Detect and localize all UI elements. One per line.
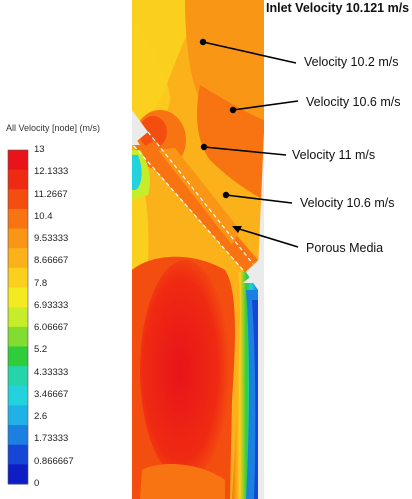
color-legend-bar — [7, 149, 29, 485]
legend-tick-label: 6.93333 — [34, 299, 69, 311]
inlet-velocity-heading: Inlet Velocity 10.121 m/s — [266, 1, 410, 15]
legend-swatch — [8, 405, 28, 426]
legend-tick-label: 6.06667 — [34, 322, 69, 334]
leader-dot-4 — [222, 191, 230, 199]
leader-line-2 — [232, 100, 299, 111]
legend-swatch — [8, 208, 28, 230]
callout-porous-media: Porous Media — [306, 241, 384, 255]
legend-tick-label: 11.2667 — [34, 188, 68, 200]
legend-swatch — [8, 267, 28, 289]
leader-lines — [199, 38, 299, 248]
legend-tick-label: 12.1333 — [34, 166, 69, 178]
leader-line-4 — [225, 194, 293, 204]
legend-tick-label: 9.53333 — [34, 233, 69, 245]
porous-media-zone — [133, 131, 254, 271]
legend-frame — [7, 149, 29, 485]
legend-swatch — [8, 169, 28, 190]
legend-swatch — [8, 366, 28, 387]
flow-channel — [132, 0, 264, 499]
legend-swatch — [8, 326, 28, 347]
leader-dot-3 — [200, 143, 208, 151]
leader-arrowhead-5 — [232, 226, 242, 233]
legend-swatch — [8, 464, 28, 485]
legend-swatch — [8, 189, 28, 210]
legend-tick-label: 10.4 — [34, 210, 53, 222]
callout-velocity-1: Velocity 10.2 m/s — [304, 55, 399, 69]
legend-swatch — [8, 307, 28, 328]
left-obstruction — [132, 110, 148, 145]
legend-tick-label: 0 — [34, 478, 40, 489]
leader-line-5 — [235, 227, 299, 248]
legend-tick-label: 3.46667 — [34, 388, 69, 400]
legend-swatch — [8, 287, 28, 308]
leader-dot-1 — [199, 38, 207, 46]
legend-swatch — [8, 425, 28, 446]
right-obstruction — [246, 255, 264, 290]
leader-line-1 — [202, 41, 297, 64]
legend-tick-label: 0.866667 — [34, 455, 74, 467]
legend-swatch — [8, 385, 28, 406]
legend-swatch — [8, 346, 28, 367]
legend-swatch — [8, 248, 28, 269]
callout-velocity-3: Velocity 11 m/s — [292, 148, 376, 162]
legend-title: All Velocity [node] (m/s) — [6, 123, 101, 133]
legend-tick-label: 2.6 — [34, 411, 48, 423]
callout-velocity-4: Velocity 10.6 m/s — [300, 196, 395, 210]
legend-swatch — [8, 150, 28, 171]
legend-tick-label: 8.66667 — [34, 255, 69, 267]
callout-velocity-2: Velocity 10.6 m/s — [306, 95, 401, 109]
legend-tick-label: 7.8 — [34, 277, 48, 289]
leader-dot-2 — [229, 106, 237, 114]
legend-swatch — [8, 228, 28, 249]
leader-line-3 — [203, 146, 287, 156]
legend-tick-label: 1.73333 — [34, 433, 69, 445]
legend-tick-label: 5.2 — [34, 344, 48, 356]
legend-tick-label: 4.33333 — [34, 366, 69, 378]
legend-swatch — [8, 444, 28, 465]
legend-tick-label: 13 — [34, 144, 45, 155]
